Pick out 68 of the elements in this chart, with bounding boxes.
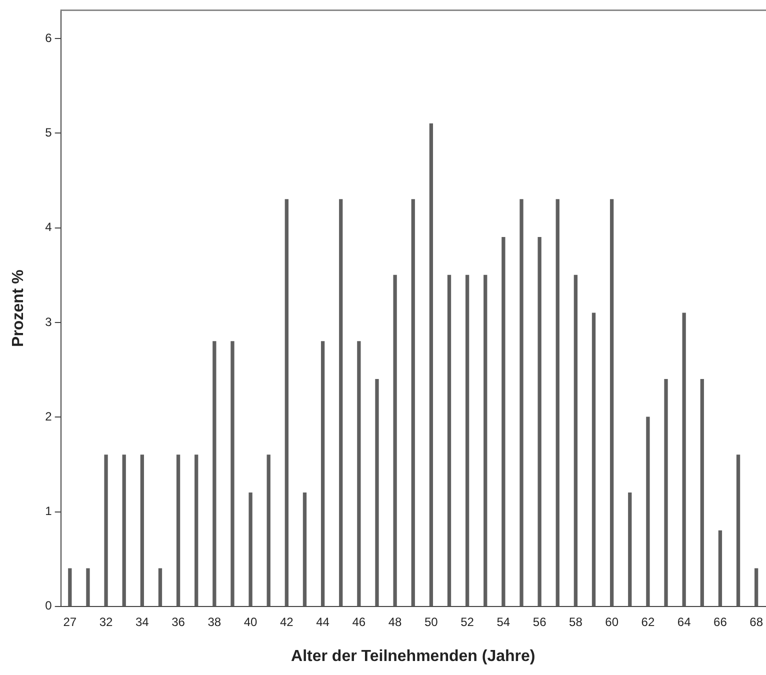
x-tick-label: 48 <box>388 614 402 629</box>
x-tick-label: 64 <box>677 614 692 629</box>
y-tick-label: 6 <box>45 30 52 45</box>
x-tick-label: 52 <box>460 614 474 629</box>
x-tick-label: 62 <box>641 614 655 629</box>
y-tick-label: 1 <box>45 504 52 518</box>
bar <box>140 454 144 606</box>
bar <box>248 492 252 606</box>
y-axis-title: Prozent % <box>10 270 28 347</box>
bar <box>718 530 722 606</box>
bar <box>158 568 162 606</box>
bar <box>610 199 614 606</box>
x-tick-label: 56 <box>532 614 547 629</box>
bar <box>628 492 632 606</box>
y-tick-label: 0 <box>45 598 52 613</box>
x-tick-label: 68 <box>750 614 764 629</box>
x-tick-label: 50 <box>424 614 438 629</box>
bar <box>339 199 343 606</box>
bar <box>574 274 578 606</box>
y-tick-label: 3 <box>45 314 52 329</box>
bar <box>556 199 560 606</box>
x-tick-label: 66 <box>714 614 728 629</box>
bar <box>393 274 397 606</box>
x-tick-label: 46 <box>352 614 366 629</box>
bar <box>502 236 506 606</box>
x-tick-label: 44 <box>316 614 330 629</box>
bar <box>320 341 325 606</box>
bar <box>122 454 126 606</box>
x-tick-label: 34 <box>135 614 150 629</box>
bar <box>538 236 542 606</box>
x-tick-label: 40 <box>244 614 258 629</box>
bar <box>664 378 668 606</box>
bar <box>736 454 740 606</box>
bar <box>176 454 180 606</box>
x-tick-label: 54 <box>496 614 510 629</box>
bar <box>700 378 704 606</box>
x-tick-label: 36 <box>172 614 186 629</box>
y-tick-label: 5 <box>45 126 52 140</box>
bar <box>465 274 470 606</box>
x-tick-label: 32 <box>99 614 114 629</box>
x-tick-label: 60 <box>605 614 619 629</box>
bar <box>754 568 758 606</box>
bar <box>68 568 72 606</box>
bar <box>375 378 379 606</box>
y-tick-label: 2 <box>45 409 52 424</box>
bar <box>520 199 524 606</box>
bar <box>104 454 108 606</box>
bar <box>411 199 415 606</box>
bar <box>447 274 452 606</box>
bar <box>266 454 270 606</box>
bar <box>682 312 686 606</box>
bar <box>302 492 307 606</box>
x-tick-label: 42 <box>280 614 294 629</box>
x-axis-title: Alter der Teilnehmenden (Jahre) <box>291 648 536 665</box>
bar <box>86 568 90 606</box>
x-tick-label: 58 <box>569 614 583 629</box>
bar <box>357 341 361 606</box>
bar <box>230 341 234 606</box>
bar <box>592 312 596 606</box>
bar <box>429 123 434 606</box>
bar <box>212 341 216 606</box>
bar <box>284 199 288 606</box>
bar <box>646 416 650 606</box>
bar <box>484 274 488 606</box>
x-tick-label: 38 <box>208 614 222 629</box>
bar <box>194 454 198 606</box>
y-tick-label: 4 <box>45 220 52 234</box>
x-tick-label: 27 <box>63 614 77 629</box>
